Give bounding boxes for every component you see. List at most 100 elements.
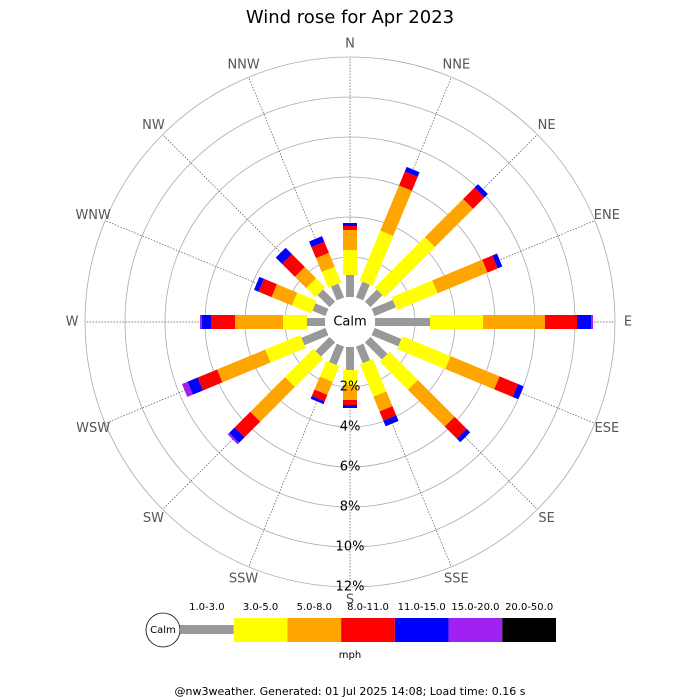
rose-segment	[379, 406, 397, 421]
rose-segment	[371, 299, 396, 317]
rose-segment	[309, 236, 325, 248]
rose-segment	[312, 303, 329, 317]
rose-segment	[314, 376, 333, 395]
r-tick-label: 2%	[340, 380, 361, 395]
rose-segment	[315, 252, 335, 273]
legend-swatch	[233, 618, 288, 642]
rose-segment	[364, 336, 388, 360]
rose-segment	[197, 369, 223, 391]
legend-swatch	[287, 618, 342, 642]
rose-segment	[330, 283, 345, 301]
direction-label: ESE	[594, 421, 619, 436]
legend-label: 15.0-20.0	[451, 602, 499, 613]
rose-segment	[227, 433, 239, 445]
rose-segment	[217, 349, 271, 383]
rose-segment	[383, 415, 399, 427]
rose-segment	[397, 336, 451, 370]
legend-swatch	[448, 618, 503, 642]
rose-segment	[355, 343, 371, 364]
calm-label: Calm	[333, 315, 366, 330]
grid-ring	[84, 56, 616, 588]
legend-swatch	[502, 618, 556, 642]
r-tick-label: 4%	[340, 420, 361, 435]
rose-segment	[284, 348, 324, 388]
rose-segment	[271, 284, 298, 306]
rose-segment	[407, 379, 455, 427]
legend-label: 5.0-8.0	[297, 602, 332, 613]
direction-label: SSE	[444, 571, 469, 586]
rose-segment	[311, 241, 329, 259]
legend-label: 20.0-50.0	[505, 602, 553, 613]
calm-circle	[325, 297, 375, 347]
direction-label: S	[346, 593, 354, 608]
rose-segment	[319, 360, 340, 382]
rose-segment	[399, 171, 418, 191]
rose-segment	[254, 276, 264, 292]
footer: @nw3weather. Generated: 01 Jul 2025 14:0…	[175, 685, 526, 698]
r-tick-label: 6%	[340, 460, 361, 475]
rose-segment	[494, 376, 519, 397]
rose-segment	[463, 187, 485, 209]
legend-calm-label: Calm	[150, 625, 176, 636]
direction-label: SSW	[229, 571, 259, 586]
rose-segment	[364, 289, 383, 308]
rose-segment	[306, 278, 326, 298]
direction-label: N	[345, 37, 355, 52]
rose-segment	[474, 184, 488, 198]
rose-segment	[359, 230, 394, 286]
direction-label: E	[624, 315, 632, 330]
unit-label: mph	[339, 650, 361, 661]
rose-segment	[315, 336, 336, 357]
direction-label: SW	[143, 511, 164, 526]
rose-segment	[380, 185, 412, 236]
rose-segment	[456, 428, 471, 443]
rose-segment	[187, 377, 204, 395]
rose-segment	[374, 237, 435, 298]
rose-segment	[391, 280, 438, 311]
legend-label: 8.0-11.0	[347, 602, 389, 613]
direction-label: NNW	[227, 58, 259, 73]
rose-segment	[492, 253, 503, 269]
rose-segment	[181, 381, 193, 397]
rose-segment	[321, 266, 342, 288]
rose-segment	[482, 255, 498, 273]
direction-label: W	[66, 315, 79, 330]
rose-segment	[294, 266, 317, 289]
direction-label: NE	[538, 118, 556, 133]
legend-swatch	[394, 618, 449, 642]
rose-segment	[424, 198, 474, 248]
rose-segment	[311, 389, 328, 402]
legend-label: 1.0-3.0	[189, 602, 224, 613]
direction-label: NNE	[443, 58, 471, 73]
direction-label: NW	[142, 118, 165, 133]
direction-label: ENE	[594, 208, 620, 223]
rose-segment	[359, 359, 387, 397]
legend-label: 11.0-15.0	[398, 602, 446, 613]
rose-segment	[445, 356, 500, 390]
rose-segment	[379, 351, 418, 390]
rose-segment	[317, 289, 336, 308]
direction-label: WSW	[76, 421, 110, 436]
direction-label: WNW	[75, 208, 111, 223]
legend-swatch	[180, 625, 234, 634]
rose-segment	[444, 416, 467, 439]
rose-segment	[291, 292, 317, 314]
direction-label: SE	[538, 511, 554, 526]
r-tick-label: 12%	[336, 580, 365, 595]
chart-title: Wind rose for Apr 2023	[246, 7, 454, 28]
r-tick-label: 8%	[340, 500, 361, 515]
rose-segment	[265, 335, 306, 363]
rose-segment	[310, 396, 325, 405]
rose-segment	[282, 254, 305, 277]
legend-swatch	[341, 618, 395, 642]
rose-segment	[301, 327, 329, 346]
rose-segment	[371, 327, 402, 347]
r-tick-label: 10%	[336, 540, 365, 555]
rose-segment	[234, 411, 261, 438]
rose-segment	[373, 391, 393, 412]
rose-segment	[355, 281, 370, 301]
rose-segment	[404, 166, 420, 177]
legend-label: 3.0-5.0	[243, 602, 278, 613]
